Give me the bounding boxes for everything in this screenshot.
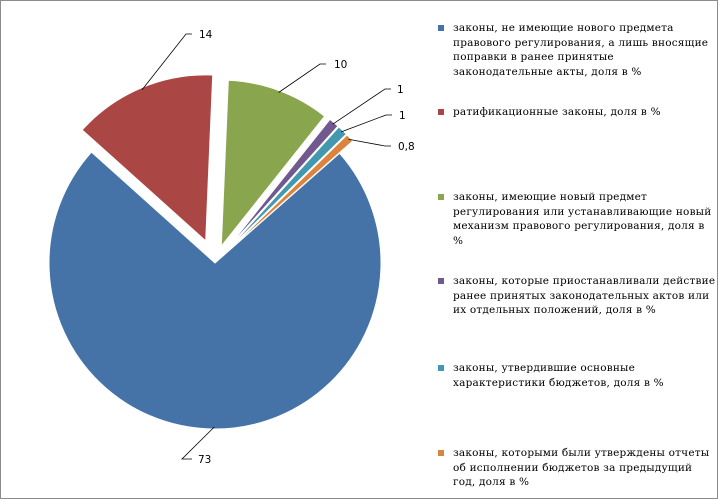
- legend-swatch: [438, 450, 444, 456]
- legend-label: законы, не имеющие нового предмета право…: [453, 22, 709, 78]
- pie-slice: [220, 79, 326, 248]
- legend-item: законы, которые приостанавливали действи…: [438, 274, 716, 318]
- data-label: 0,8: [398, 141, 415, 153]
- pie-slice: [81, 74, 214, 242]
- legend-swatch: [438, 194, 444, 200]
- legend-swatch: [438, 278, 444, 284]
- pie-slice: [226, 118, 339, 250]
- legend-swatch: [438, 109, 444, 115]
- pie-slice: [227, 126, 348, 251]
- data-label: 14: [199, 29, 213, 41]
- legend-swatch: [438, 365, 444, 371]
- legend-label: законы, имеющие новый предмет регулирова…: [453, 191, 712, 247]
- data-label: 10: [334, 59, 347, 71]
- leader-line: [181, 426, 215, 460]
- pie-slice: [227, 134, 354, 252]
- legend-item: законы, имеющие новый предмет регулирова…: [438, 190, 716, 248]
- legend-label: законы, которыми были утверждены отчеты …: [453, 447, 710, 488]
- legend-item: законы, утвердившие основные характерист…: [438, 361, 716, 390]
- legend-item: законы, которыми были утверждены отчеты …: [438, 446, 716, 490]
- pie-slice: [48, 151, 382, 430]
- legend-item: ратификационные законы, доля в %: [438, 105, 716, 120]
- leader-line: [348, 138, 391, 147]
- legend-label: законы, которые приостанавливали действи…: [453, 275, 716, 316]
- legend-label: ратификационные законы, доля в %: [453, 106, 661, 118]
- data-label: 1: [397, 84, 404, 96]
- legend-label: законы, утвердившие основные характерист…: [453, 362, 664, 389]
- data-label: 1: [399, 110, 406, 122]
- leader-line: [341, 114, 392, 133]
- data-label: 73: [198, 454, 211, 466]
- legend-item: законы, не имеющие нового предмета право…: [438, 21, 716, 79]
- leader-line: [141, 33, 192, 90]
- legend-swatch: [438, 25, 444, 31]
- leader-line: [332, 88, 391, 125]
- leader-line: [278, 63, 326, 93]
